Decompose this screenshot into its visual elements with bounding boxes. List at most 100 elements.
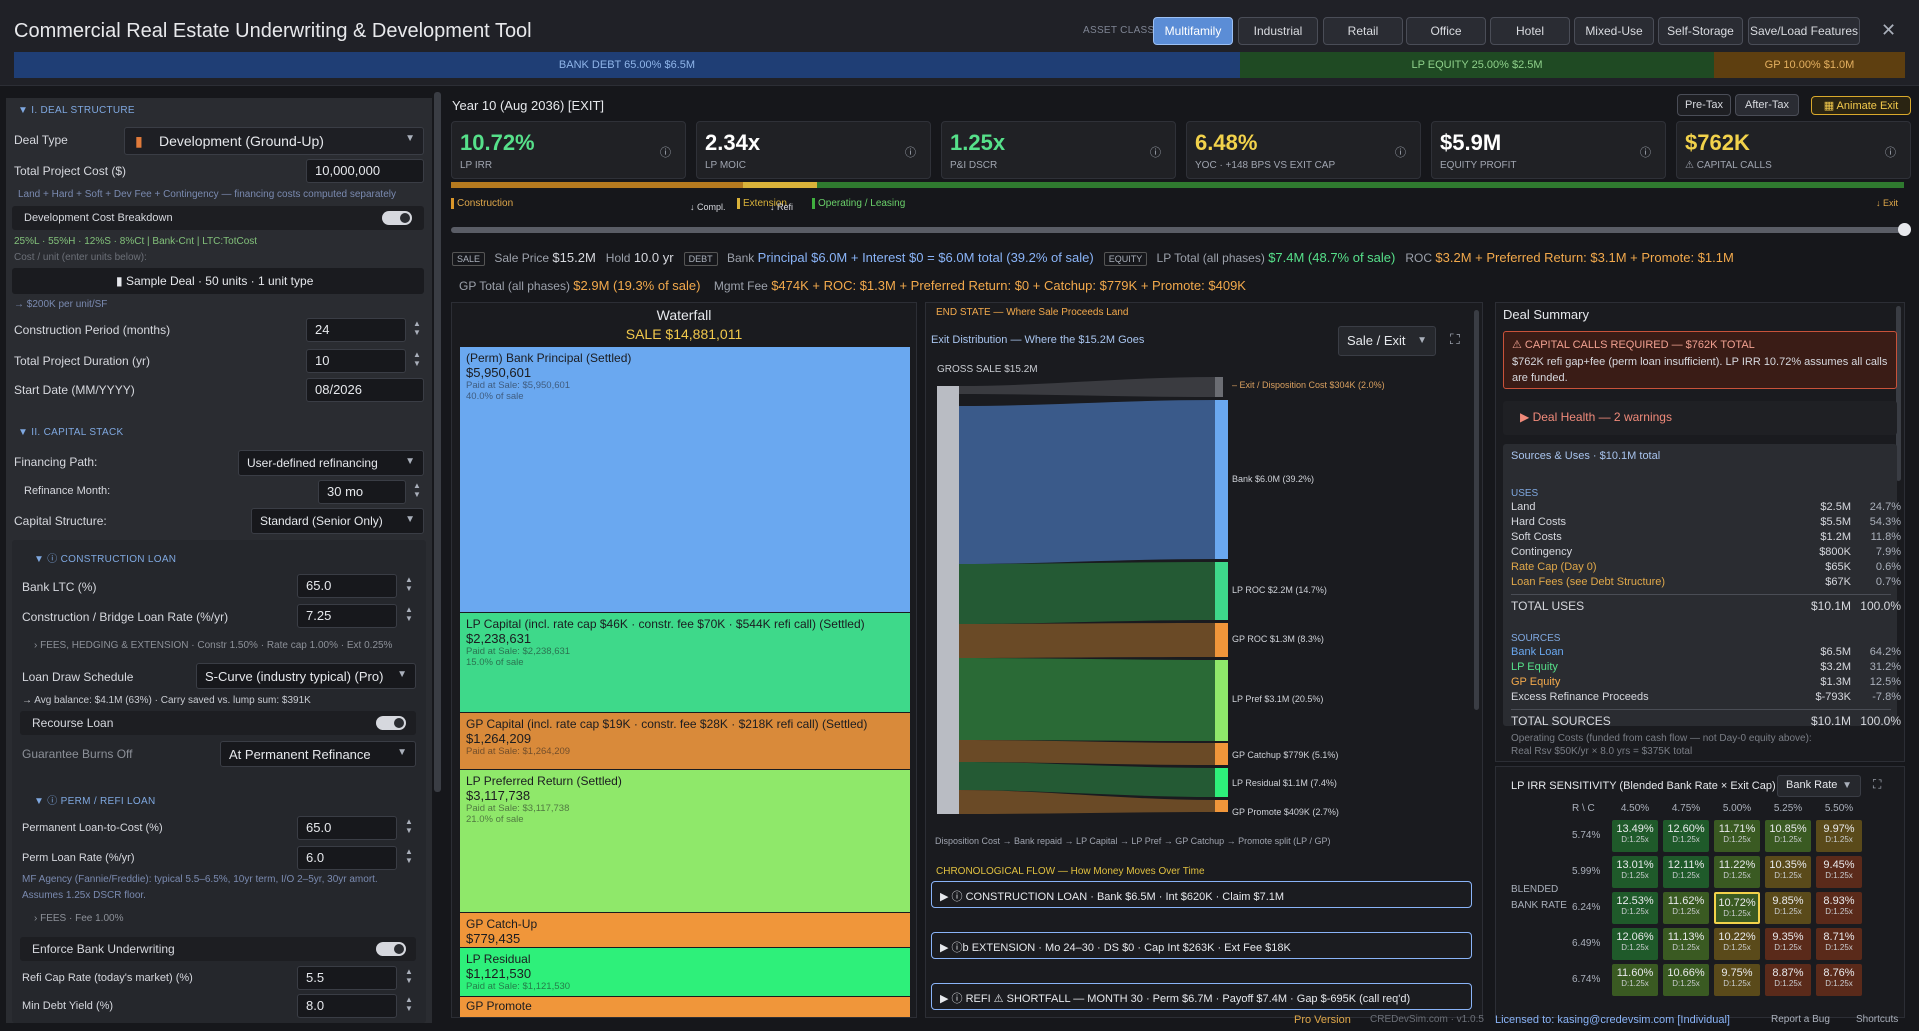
fullscreen-icon[interactable]: ⛶ [1450, 331, 1460, 347]
year-slider[interactable] [451, 227, 1906, 233]
sensitivity-cell[interactable]: 10.66% D:1.25x [1663, 964, 1709, 996]
report-bug-link[interactable]: Report a Bug [1771, 1014, 1830, 1025]
summary-scrollbar[interactable] [1896, 306, 1901, 481]
enforce-row[interactable]: Enforce Bank Underwriting [20, 937, 416, 961]
asset-mixed-use-button[interactable]: Mixed-Use [1574, 17, 1654, 45]
sensitivity-cell[interactable]: 10.35% D:1.25x [1765, 856, 1811, 888]
sensitivity-cell[interactable]: 12.06% D:1.25x [1612, 928, 1658, 960]
stepper-icon[interactable]: ▲ ▼ [413, 319, 421, 337]
refi-cap-input[interactable]: 5.5 [297, 966, 397, 990]
sample-deal-button[interactable]: ▮ Sample Deal · 50 units · 1 unit type [12, 268, 424, 294]
sensitivity-cell[interactable]: 11.62% D:1.25x [1663, 892, 1709, 924]
asset-hotel-button[interactable]: Hotel [1490, 17, 1570, 45]
sensitivity-cell[interactable]: 12.60% D:1.25x [1663, 820, 1709, 852]
save-load-button[interactable]: Save/Load Features [1748, 17, 1860, 45]
construction-loan-header[interactable]: ▼ ⓘ CONSTRUCTION LOAN [34, 554, 177, 565]
sensitivity-cell[interactable]: 9.35% D:1.25x [1765, 928, 1811, 960]
sensitivity-cell[interactable]: 9.75% D:1.25x [1714, 964, 1760, 996]
stepper-icon[interactable]: ▲ ▼ [405, 575, 413, 593]
fees-hedging-toggle[interactable]: › FEES, HEDGING & EXTENSION · Constr 1.5… [34, 640, 393, 651]
perm-rate-input[interactable]: 6.0 [297, 846, 397, 870]
draw-schedule-select[interactable]: S-Curve (industry typical) (Pro) ▼ [196, 663, 416, 689]
asset-self-storage-button[interactable]: Self-Storage [1658, 17, 1743, 45]
capital-stack-header[interactable]: ▼ II. CAPITAL STACK [18, 427, 124, 438]
sensitivity-cell[interactable]: 8.93% D:1.25x [1816, 892, 1862, 924]
deal-structure-header[interactable]: ▼ I. DEAL STRUCTURE [18, 105, 135, 116]
aftertax-button[interactable]: After-Tax [1735, 94, 1799, 116]
bridge-rate-input[interactable]: 7.25 [297, 604, 397, 628]
enforce-toggle[interactable] [376, 942, 406, 956]
sensitivity-cell[interactable]: 9.45% D:1.25x [1816, 856, 1862, 888]
dev-breakdown-toggle[interactable] [382, 211, 412, 225]
sensitivity-cell[interactable]: 8.71% D:1.25x [1816, 928, 1862, 960]
animate-exit-button[interactable]: ▦ Animate Exit [1811, 96, 1911, 115]
stepper-icon[interactable]: ▲ ▼ [405, 817, 413, 835]
info-icon[interactable]: ⓘ [1150, 147, 1161, 159]
chrono-extension[interactable]: ▶ ⓘb EXTENSION · Mo 24–30 · DS $0 · Cap … [931, 932, 1472, 959]
info-icon[interactable]: ⓘ [1640, 147, 1651, 159]
asset-retail-button[interactable]: Retail [1323, 17, 1403, 45]
sensitivity-cell[interactable]: 12.11% D:1.25x [1663, 856, 1709, 888]
sources-header: SOURCES [1511, 633, 1561, 644]
info-icon[interactable]: ⓘ [1395, 147, 1406, 159]
info-icon[interactable]: ⓘ [905, 147, 916, 159]
refi-month-input[interactable]: 30 mo [318, 480, 406, 504]
perm-loan-header[interactable]: ▼ ⓘ PERM / REFI LOAN [34, 796, 156, 807]
sensitivity-cell[interactable]: 13.49% D:1.25x [1612, 820, 1658, 852]
sensitivity-cell[interactable]: 8.87% D:1.25x [1765, 964, 1811, 996]
bank-label: Bank [726, 251, 755, 265]
sensitivity-cell[interactable]: 11.22% D:1.25x [1714, 856, 1760, 888]
total-cost-input[interactable]: 10,000,000 [306, 159, 424, 183]
sensitivity-cell[interactable]: 9.85% D:1.25x [1765, 892, 1811, 924]
financing-path-select[interactable]: User-defined refinancing ▼ [238, 450, 424, 476]
sale-price-label: Sale Price [494, 251, 550, 265]
guarantee-select[interactable]: At Permanent Refinance ▼ [220, 741, 416, 767]
perm-ltc-input[interactable]: 65.0 [297, 816, 397, 840]
sankey-mode-select[interactable]: Sale / Exit ▼ [1338, 326, 1436, 356]
close-icon[interactable]: ✕ [1881, 20, 1897, 40]
dev-breakdown-row[interactable]: Development Cost Breakdown [12, 206, 424, 230]
chrono-construction-loan[interactable]: ▶ ⓘ CONSTRUCTION LOAN · Bank $6.5M · Int… [931, 881, 1472, 908]
sensitivity-cell[interactable]: 11.13% D:1.25x [1663, 928, 1709, 960]
construction-period-input[interactable]: 24 [306, 318, 406, 342]
perm-fees-toggle[interactable]: › FEES · Fee 1.00% [34, 913, 124, 924]
bank-ltc-input[interactable]: 65.0 [297, 574, 397, 598]
pretax-button[interactable]: Pre-Tax [1677, 94, 1731, 116]
sensitivity-cell[interactable]: 13.01% D:1.25x [1612, 856, 1658, 888]
sankey-scrollbar[interactable] [1474, 310, 1479, 710]
deal-health-toggle[interactable]: ▶ Deal Health — 2 warnings [1503, 401, 1897, 435]
sensitivity-cell[interactable]: 12.53% D:1.25x [1612, 892, 1658, 924]
stepper-icon[interactable]: ▲ ▼ [405, 967, 413, 985]
stepper-icon[interactable]: ▲ ▼ [405, 995, 413, 1013]
start-date-input[interactable]: 08/2026 [306, 378, 424, 402]
stepper-icon[interactable]: ▲ ▼ [413, 481, 421, 499]
stepper-icon[interactable]: ▲ ▼ [413, 350, 421, 368]
left-scrollbar[interactable] [434, 92, 441, 792]
sensitivity-cell[interactable]: 11.71% D:1.25x [1714, 820, 1760, 852]
recourse-toggle[interactable] [376, 716, 406, 730]
recourse-row[interactable]: Recourse Loan [20, 711, 416, 735]
asset-industrial-button[interactable]: Industrial [1238, 17, 1318, 45]
sensitivity-cell[interactable]: 11.60% D:1.25x [1612, 964, 1658, 996]
info-icon[interactable]: ⓘ [1885, 147, 1896, 159]
sensitivity-cell[interactable]: 10.85% D:1.25x [1765, 820, 1811, 852]
sensitivity-mode-select[interactable]: Bank Rate ▼ [1777, 775, 1861, 797]
info-icon[interactable]: ⓘ [660, 147, 671, 159]
deal-type-select[interactable]: ▮ Development (Ground-Up) ▼ [124, 127, 424, 155]
min-debt-input[interactable]: 8.0 [297, 994, 397, 1018]
fullscreen-icon[interactable]: ⛶ [1873, 777, 1882, 791]
shortcuts-link[interactable]: Shortcuts [1856, 1014, 1899, 1025]
stepper-icon[interactable]: ▲ ▼ [405, 605, 413, 623]
year-slider-thumb[interactable] [1898, 223, 1911, 236]
chrono-refi[interactable]: ▶ ⓘ REFI ⚠ SHORTFALL — MONTH 30 · Perm $… [931, 983, 1472, 1010]
sensitivity-cell[interactable]: 9.97% D:1.25x [1816, 820, 1862, 852]
total-duration-input[interactable]: 10 [306, 349, 406, 373]
sources-value: $1.3M [1820, 676, 1851, 688]
asset-office-button[interactable]: Office [1406, 17, 1486, 45]
stepper-icon[interactable]: ▲ ▼ [405, 847, 413, 865]
sensitivity-cell[interactable]: 10.72% D:1.25x [1714, 892, 1760, 924]
capital-structure-select[interactable]: Standard (Senior Only) ▼ [251, 508, 424, 534]
sensitivity-cell[interactable]: 10.22% D:1.25x [1714, 928, 1760, 960]
sensitivity-cell[interactable]: 8.76% D:1.25x [1816, 964, 1862, 996]
asset-multifamily-button[interactable]: Multifamily [1153, 17, 1233, 45]
